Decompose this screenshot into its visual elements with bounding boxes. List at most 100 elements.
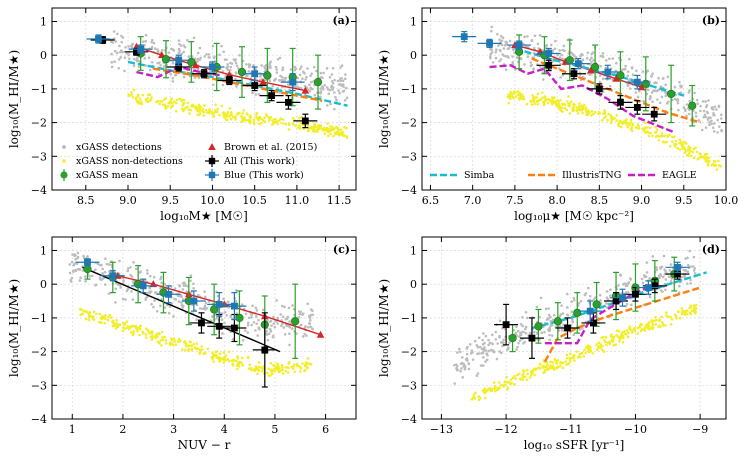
non-detection-point xyxy=(164,107,168,110)
detection-point xyxy=(717,105,721,109)
detection-point xyxy=(235,64,239,68)
non-detection-point xyxy=(678,316,682,320)
detection-point xyxy=(480,347,484,351)
non-detection-point xyxy=(673,145,677,148)
detection-point xyxy=(144,39,147,43)
detection-point xyxy=(271,335,275,339)
detection-point xyxy=(479,364,483,367)
non-detection-point xyxy=(687,145,690,148)
detection-point xyxy=(252,64,255,67)
detection-point xyxy=(196,67,200,71)
detection-point xyxy=(530,38,534,42)
data-point-brown-et-al-2015- xyxy=(587,66,595,74)
detection-point xyxy=(544,44,548,48)
non-detection-point xyxy=(155,100,158,104)
non-detection-point xyxy=(597,341,601,345)
data-point-blue-this-work- xyxy=(175,56,183,64)
detection-point xyxy=(588,73,592,77)
detection-point xyxy=(145,269,149,272)
detection-point xyxy=(289,68,293,71)
detection-point xyxy=(586,51,590,55)
detection-point xyxy=(125,289,129,293)
detection-point xyxy=(581,58,585,62)
non-detection-point xyxy=(713,160,717,163)
non-detection-point xyxy=(689,149,692,153)
detection-point xyxy=(486,353,489,357)
non-detection-point xyxy=(604,115,608,118)
non-detection-point xyxy=(620,331,623,335)
detection-point xyxy=(560,304,563,307)
non-detection-point xyxy=(273,367,276,371)
non-detection-point xyxy=(477,398,481,402)
detection-point xyxy=(174,73,178,77)
non-detection-point xyxy=(336,128,340,131)
non-detection-point xyxy=(493,387,497,391)
non-detection-point xyxy=(146,96,149,100)
detection-point xyxy=(664,288,667,292)
detection-point xyxy=(470,349,474,352)
non-detection-point xyxy=(620,125,623,129)
non-detection-point xyxy=(561,366,565,370)
non-detection-point xyxy=(625,123,628,126)
non-detection-point xyxy=(578,105,581,108)
non-detection-point xyxy=(599,343,603,346)
non-detection-point xyxy=(563,103,566,106)
non-detection-point xyxy=(691,309,695,313)
detection-point xyxy=(480,352,483,355)
detection-point xyxy=(299,310,303,314)
non-detection-point xyxy=(291,367,295,371)
non-detection-point xyxy=(216,107,220,111)
detection-point xyxy=(275,68,278,71)
detection-point xyxy=(182,75,186,79)
non-detection-point xyxy=(320,127,324,131)
non-detection-point xyxy=(545,98,549,102)
detection-point xyxy=(181,298,185,301)
non-detection-point xyxy=(573,359,576,362)
detection-point xyxy=(192,36,196,40)
non-detection-point xyxy=(281,118,285,121)
non-detection-point xyxy=(150,96,153,99)
non-detection-point xyxy=(111,324,115,328)
detection-point xyxy=(308,322,312,326)
detection-point xyxy=(251,91,254,95)
non-detection-point xyxy=(269,368,273,372)
detection-point xyxy=(306,67,309,70)
detection-point xyxy=(263,65,266,68)
non-detection-point xyxy=(170,337,173,340)
y-tick-label: 0 xyxy=(40,278,47,291)
non-detection-point xyxy=(231,364,235,367)
detection-point xyxy=(123,69,126,73)
series-line-illustristng xyxy=(153,67,323,102)
non-detection-point xyxy=(615,329,619,333)
non-detection-point xyxy=(181,109,185,113)
detection-point xyxy=(68,263,72,266)
detection-point xyxy=(171,80,175,83)
data-point-xgass-mean xyxy=(591,62,600,72)
panel-a: 8.5 9.0 9.5 10.0 10.5 11.0 11.5−4−3−2−101log₁₀… xyxy=(7,7,357,223)
non-detection-point xyxy=(576,356,580,359)
detection-point xyxy=(570,51,573,55)
detection-point xyxy=(550,334,554,337)
detection-point xyxy=(671,281,675,285)
non-detection-point xyxy=(214,353,218,357)
detection-point xyxy=(685,103,689,106)
detection-point xyxy=(345,96,349,100)
non-detection-point xyxy=(164,339,168,342)
non-detection-point xyxy=(483,387,486,391)
detection-point xyxy=(146,272,149,275)
non-detection-point xyxy=(602,116,606,120)
detection-point xyxy=(281,66,285,70)
detection-point xyxy=(710,122,713,126)
non-detection-point xyxy=(328,129,332,132)
non-detection-point xyxy=(687,151,691,155)
detection-point xyxy=(222,297,225,301)
detection-point xyxy=(290,327,294,331)
detection-point xyxy=(171,61,175,65)
non-detection-point xyxy=(234,359,238,363)
detection-point xyxy=(304,325,307,328)
detection-point xyxy=(570,300,574,303)
detection-point xyxy=(305,86,309,89)
detection-point xyxy=(283,76,287,80)
non-detection-point xyxy=(306,124,310,128)
detection-point xyxy=(605,296,609,299)
